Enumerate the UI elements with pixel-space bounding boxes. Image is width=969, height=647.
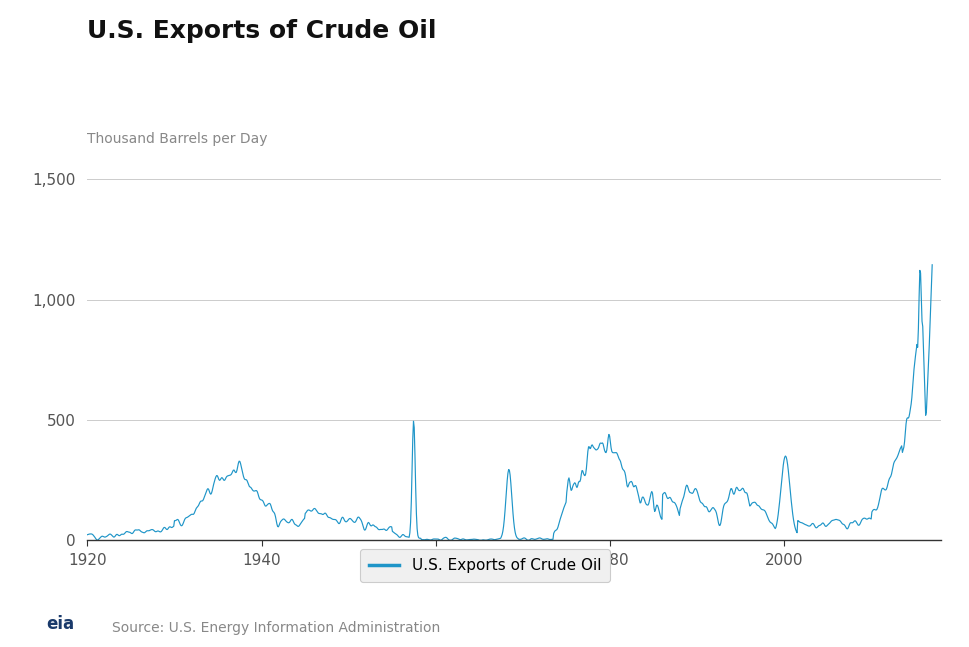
Legend: U.S. Exports of Crude Oil: U.S. Exports of Crude Oil [359,549,610,582]
Text: U.S. Exports of Crude Oil: U.S. Exports of Crude Oil [87,19,436,43]
Text: eia: eia [47,615,75,633]
Text: Thousand Barrels per Day: Thousand Barrels per Day [87,131,267,146]
Text: Source: U.S. Energy Information Administration: Source: U.S. Energy Information Administ… [111,621,439,635]
